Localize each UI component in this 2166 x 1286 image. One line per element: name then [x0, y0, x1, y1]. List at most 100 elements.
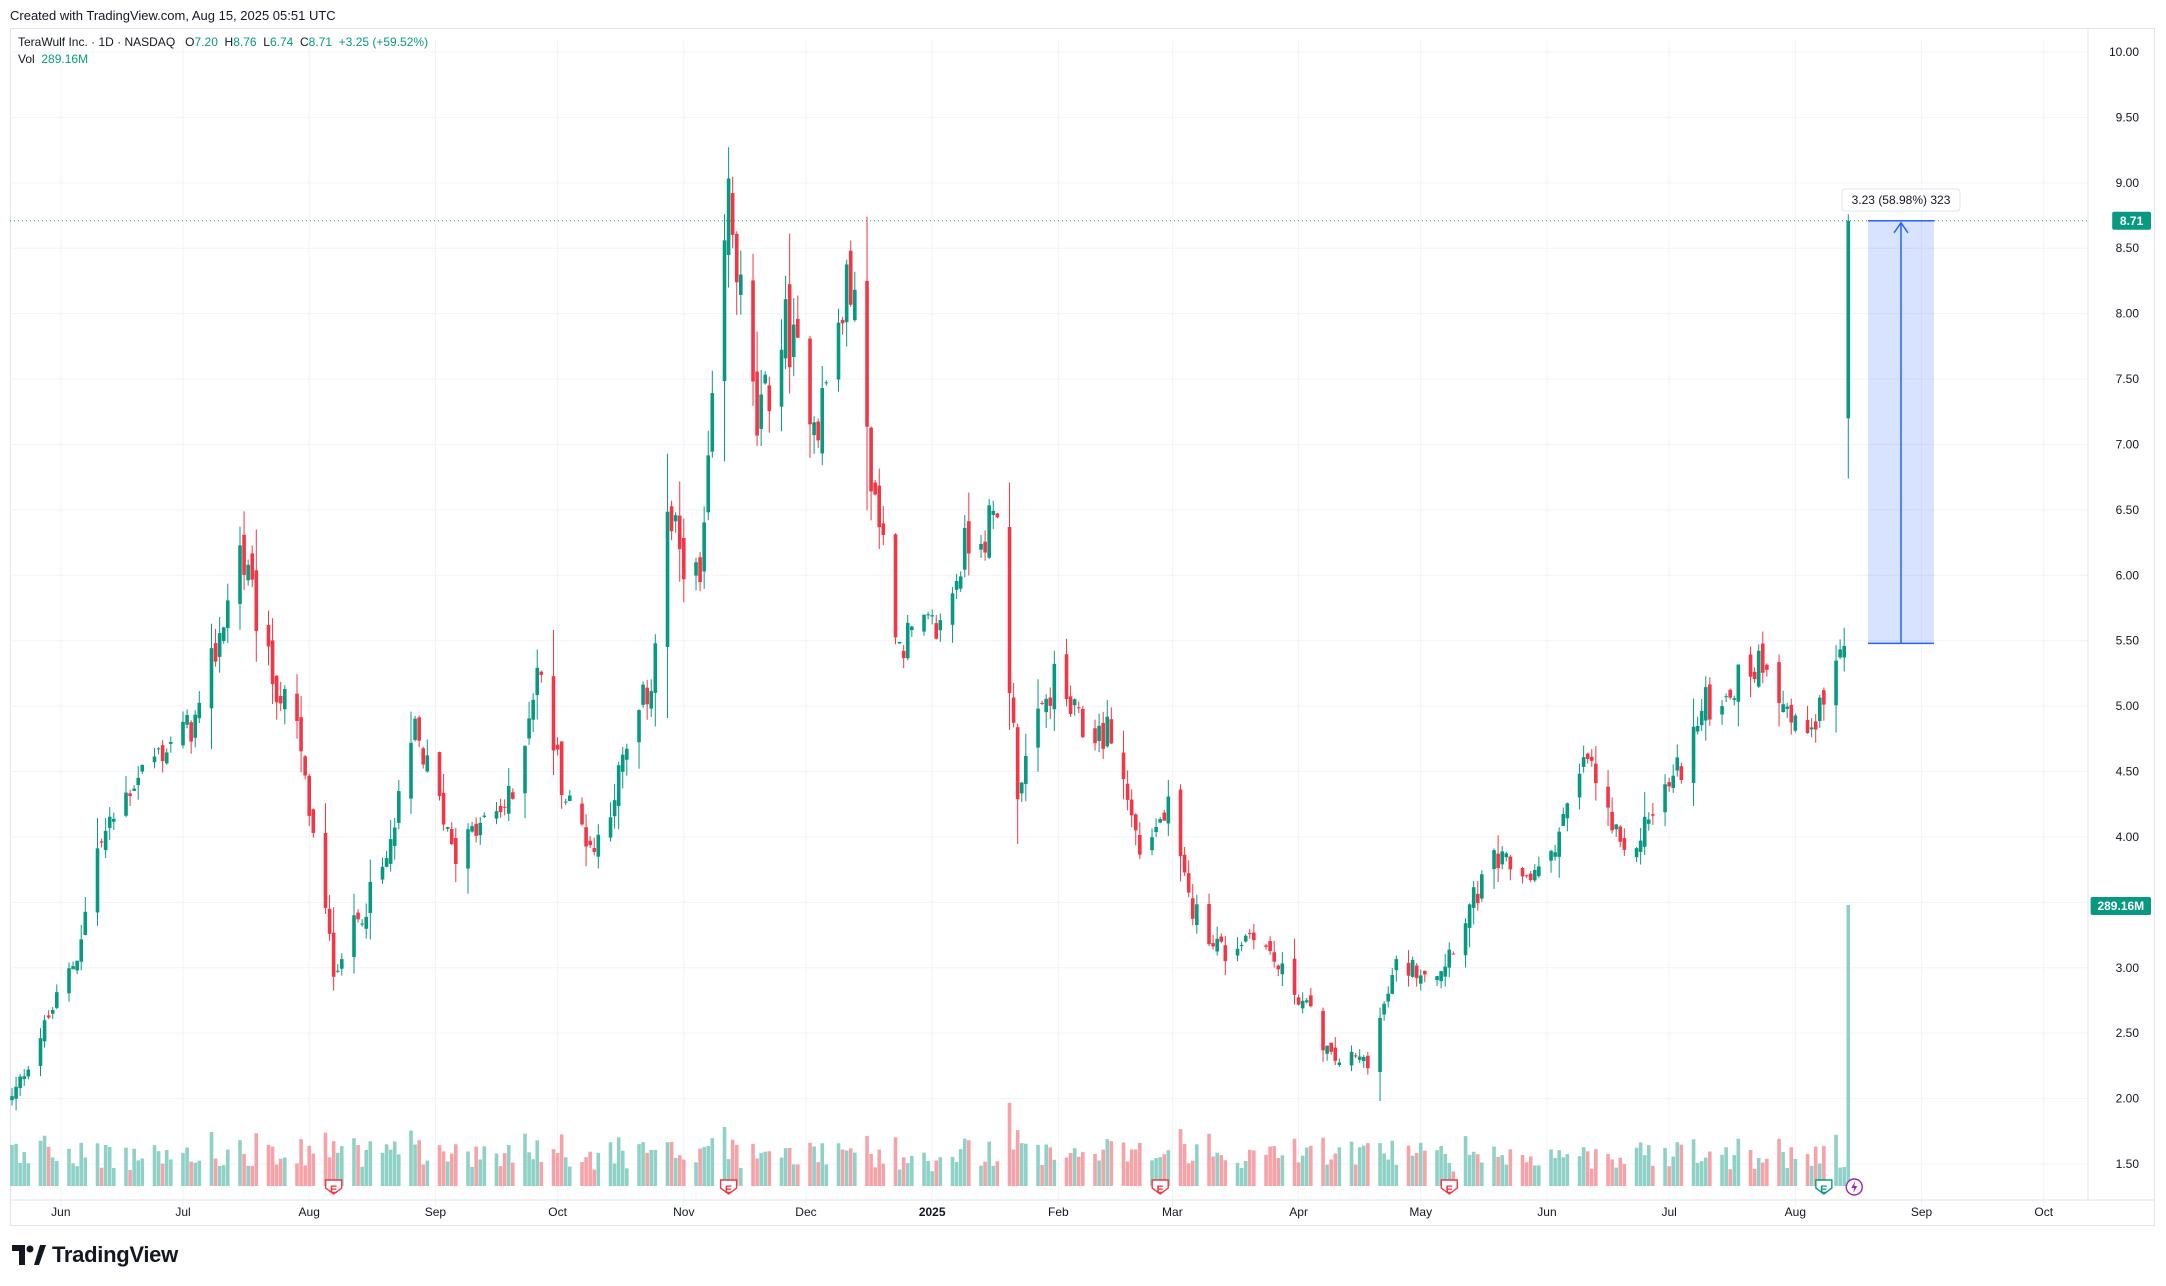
candle-body [1333, 1047, 1338, 1061]
candle-body [136, 777, 141, 786]
candle-body [641, 684, 645, 705]
x-tick-label: Aug [1785, 1205, 1806, 1219]
volume-bar [1777, 1138, 1781, 1186]
x-tick-label: Feb [1048, 1205, 1069, 1219]
volume-bar [470, 1166, 474, 1186]
volume-bar [54, 1160, 59, 1186]
volume-bar [791, 1164, 796, 1186]
symbol-title[interactable]: TeraWulf Inc. · 1D · NASDAQ [18, 35, 176, 49]
volume-bar [649, 1149, 654, 1186]
earnings-marker-shape [1151, 1179, 1169, 1195]
candle-body [1480, 874, 1484, 899]
volume-bar [392, 1141, 397, 1186]
volume-bar [1528, 1156, 1533, 1186]
volume-tag-bg [2090, 897, 2151, 915]
candle-body [926, 614, 930, 616]
volume-bar [413, 1144, 417, 1186]
volume-bar [620, 1150, 625, 1186]
candle-body [1614, 824, 1618, 830]
volume-bar [637, 1144, 641, 1186]
volume-bar [128, 1169, 132, 1186]
candle-body [95, 848, 100, 913]
candle-body [132, 788, 136, 791]
volume-bar [901, 1157, 906, 1186]
volume-bar [1296, 1162, 1301, 1186]
volume-value: 289.16M [41, 52, 89, 66]
candle-body [1390, 975, 1395, 994]
volume-bar [910, 1155, 914, 1186]
y-tick-label: 4.50 [2116, 765, 2140, 779]
volume-bar [625, 1168, 629, 1186]
candle-body [1805, 719, 1810, 734]
candle-body [449, 828, 454, 845]
volume-bar [46, 1146, 51, 1186]
tradingview-logo[interactable]: TradingView [12, 1242, 178, 1268]
candle-body [698, 557, 702, 583]
volume-bar [331, 1141, 336, 1186]
candle-body [1793, 715, 1798, 731]
volume-bar [844, 1150, 849, 1186]
volume-bar [356, 1145, 360, 1186]
volume-bar [152, 1145, 157, 1186]
volume-bar [238, 1140, 242, 1186]
volume-bar [1068, 1153, 1073, 1186]
candle-body [739, 274, 743, 295]
candle-body [238, 545, 242, 604]
candle-body [1781, 704, 1785, 713]
volume-bar [1789, 1147, 1794, 1186]
candle-body [1378, 1017, 1382, 1073]
candle-body [865, 280, 869, 427]
volume-bar [877, 1149, 882, 1186]
volume-bar [1838, 1167, 1842, 1186]
created-with-text: Created with TradingView.com, Aug 15, 20… [10, 8, 336, 23]
volume-bar [1337, 1147, 1342, 1186]
volume-bar [83, 1157, 88, 1186]
candle-body [54, 992, 59, 1008]
close-value: 8.71 [308, 35, 332, 49]
volume-bar [1708, 1151, 1712, 1186]
candle-body [396, 791, 401, 823]
x-tick-label: Sep [425, 1205, 447, 1219]
candle-body [1732, 698, 1737, 700]
y-tick-label: 9.50 [2116, 110, 2140, 124]
candle-body [991, 510, 996, 515]
volume-bar [580, 1161, 584, 1186]
volume-bar [1443, 1154, 1447, 1186]
y-tick-label: 5.00 [2116, 699, 2140, 713]
candle-body [1467, 904, 1472, 928]
candle-body [1699, 710, 1704, 726]
candle-body [555, 744, 560, 750]
candle-body [50, 1009, 55, 1014]
volume-bar [853, 1152, 857, 1186]
volume-bar [783, 1148, 788, 1186]
candle-body [1272, 952, 1276, 962]
volume-bar [848, 1148, 853, 1186]
candle-body [164, 752, 169, 764]
candle-body [71, 966, 75, 970]
candle-body [1154, 826, 1158, 833]
candle-body [844, 264, 849, 323]
volume-bar [1760, 1162, 1765, 1186]
candle-body [246, 564, 250, 581]
candle-body [954, 581, 959, 590]
volume-bar [1423, 1150, 1427, 1186]
volume-bar [1361, 1145, 1366, 1186]
candle-body [816, 421, 820, 441]
candle-body [995, 513, 1000, 518]
volume-bar [282, 1157, 287, 1186]
volume-bar [722, 1127, 727, 1186]
candle-body [466, 829, 470, 869]
candle-body [364, 916, 369, 929]
volume-bar [1508, 1149, 1513, 1186]
candle-body [1044, 698, 1048, 713]
candle-body [478, 822, 483, 836]
candle-body [1756, 650, 1761, 687]
candle-body [987, 505, 991, 558]
candle-body [425, 755, 430, 772]
measure-arrow-head [1893, 221, 1909, 234]
volume-bar [1732, 1155, 1737, 1186]
volume-bar [1756, 1158, 1761, 1186]
candle-body [303, 756, 307, 776]
candle-body [1296, 997, 1301, 1005]
